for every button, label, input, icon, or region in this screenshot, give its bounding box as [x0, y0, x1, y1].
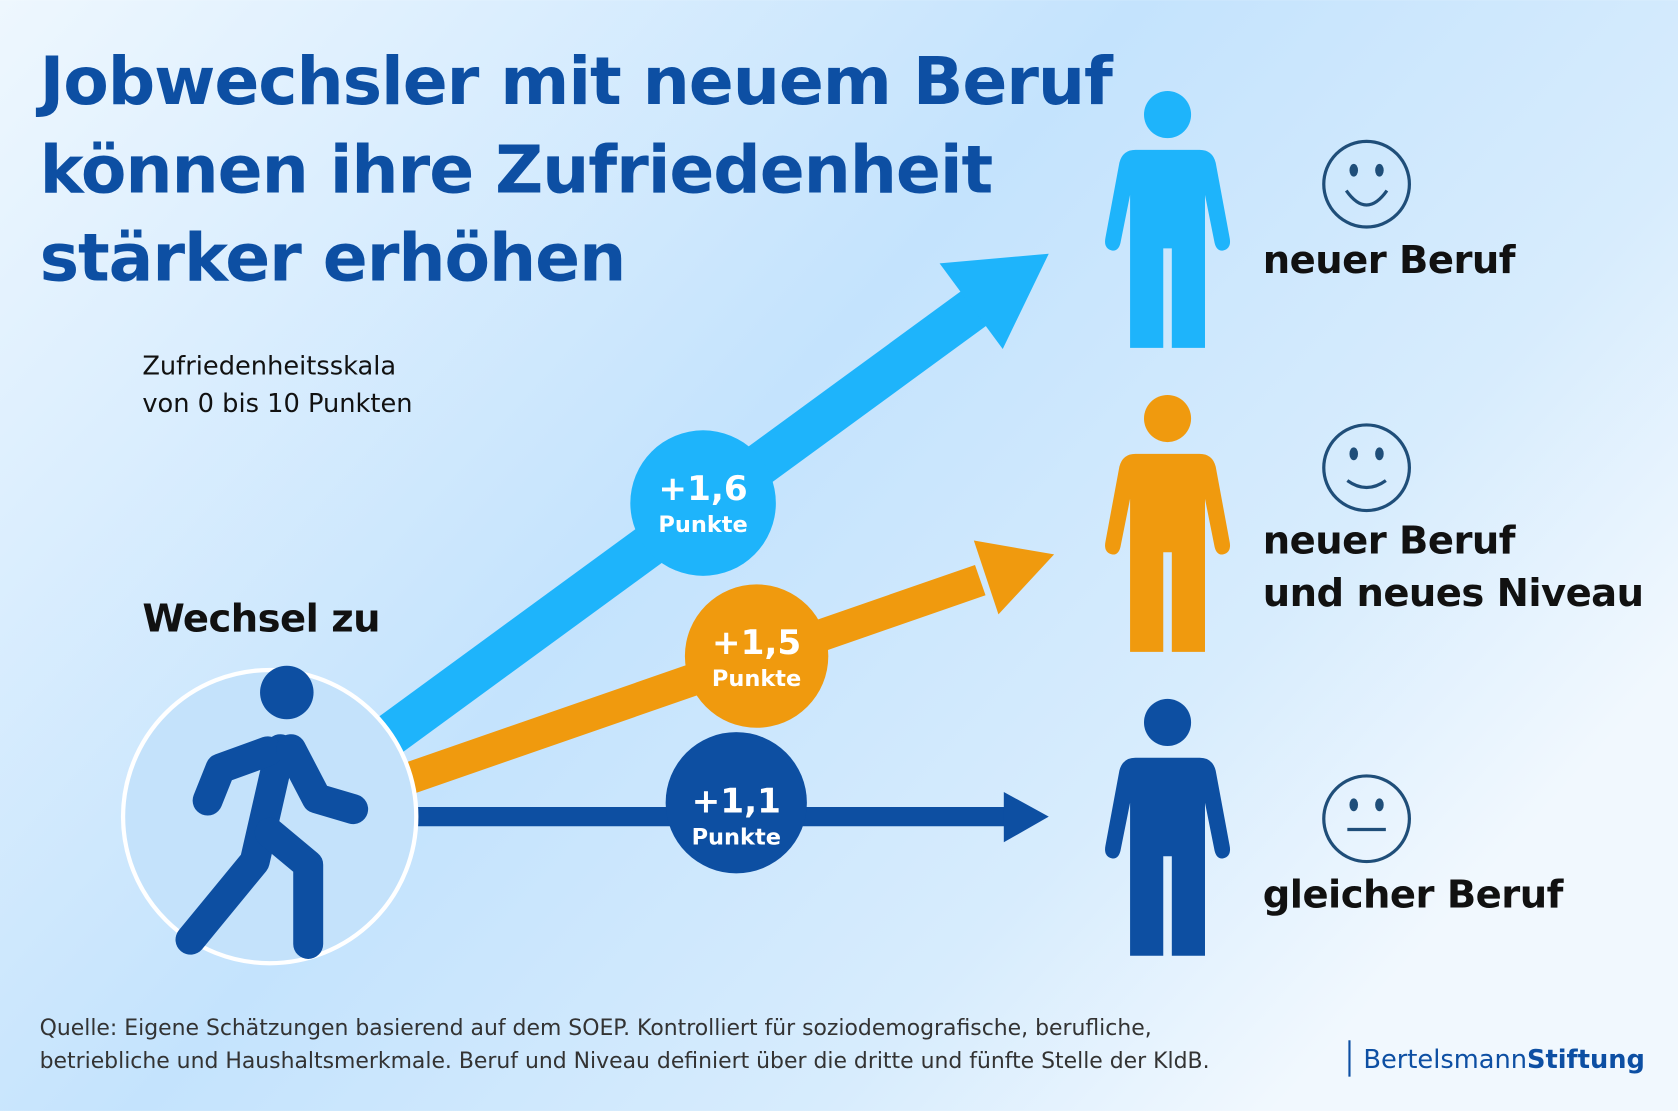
svg-text:Punkte: Punkte [712, 666, 801, 692]
walking-person-icon [175, 665, 369, 959]
bertelsmann-stiftung-logo: BertelsmannStiftung [1348, 1040, 1645, 1077]
svg-text:Punkte: Punkte [658, 512, 747, 538]
smile-icon [1322, 423, 1411, 513]
scale-note-line-2: von 0 bis 10 Punkten [142, 389, 412, 419]
svg-text:BertelsmannStiftung: BertelsmannStiftung [1363, 1045, 1645, 1075]
big-smile-icon [1322, 139, 1411, 229]
svg-text:+1,1: +1,1 [692, 781, 781, 821]
walking-person-badge [120, 665, 419, 966]
value-bubble-new-job-new-level: +1,5 Punkte [684, 584, 829, 728]
value-bubble-same-job: +1,1 Punkte [665, 732, 807, 874]
value-bubble-new-job: +1,6 Punkte [630, 430, 776, 576]
label-new-job-new-level-1: neuer Beruf [1263, 518, 1517, 563]
label-new-job-new-level-2: und neues Niveau [1263, 571, 1644, 616]
svg-text:+1,5: +1,5 [712, 623, 801, 663]
title-line-1: Jobwechsler mit neuem Beruf [36, 42, 1114, 120]
title-line-2: können ihre Zufriedenheit [40, 131, 993, 209]
label-new-job: neuer Beruf [1263, 238, 1517, 283]
start-label: Wechsel zu [142, 596, 380, 641]
svg-text:+1,6: +1,6 [658, 469, 747, 509]
title-line-3: stärker erhöhen [40, 218, 626, 296]
scale-note-line-1: Zufriedenheitsskala [142, 352, 396, 382]
neutral-face-icon [1322, 774, 1411, 864]
label-same-job: gleicher Beruf [1263, 873, 1565, 918]
title: Jobwechsler mit neuem Beruf können ihre … [36, 42, 1116, 297]
source-note-line-1: Quelle: Eigene Schätzungen basierend auf… [40, 1016, 1152, 1041]
svg-text:Punkte: Punkte [692, 824, 781, 850]
source-note-line-2: betriebliche und Haushaltsmerkmale. Beru… [40, 1049, 1210, 1074]
